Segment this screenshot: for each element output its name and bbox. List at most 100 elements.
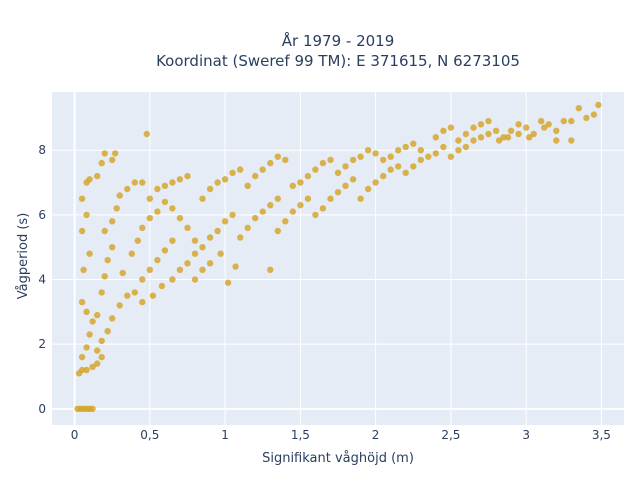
y-tick-label: 2 (38, 337, 46, 351)
data-point (98, 159, 105, 167)
data-point (538, 117, 545, 125)
data-point (113, 205, 120, 212)
data-point (124, 292, 131, 299)
data-point (104, 328, 111, 335)
data-point (372, 179, 379, 186)
y-tick-label: 0 (38, 402, 46, 416)
data-point (267, 159, 274, 167)
data-point (372, 150, 379, 157)
data-point (78, 298, 86, 306)
data-point (232, 263, 239, 270)
data-point (553, 127, 560, 134)
data-point (349, 176, 357, 183)
data-point (176, 214, 184, 222)
data-point (128, 250, 135, 257)
data-point (154, 256, 161, 264)
data-point (109, 315, 116, 322)
y-tick-label: 4 (38, 273, 46, 287)
data-point (169, 205, 176, 212)
data-point (83, 366, 90, 374)
data-point (282, 156, 289, 164)
data-point (402, 143, 409, 151)
data-point (541, 124, 548, 131)
data-point (184, 172, 191, 180)
data-point (86, 250, 93, 257)
data-point (492, 127, 500, 134)
data-point (364, 185, 372, 193)
x-axis-title: Signifikant våghöjd (m) (262, 451, 414, 466)
data-point (206, 185, 214, 193)
y-tick-label: 8 (38, 143, 46, 157)
data-point (500, 134, 507, 141)
data-point (139, 179, 146, 186)
data-point (149, 292, 157, 299)
data-point (94, 347, 101, 354)
data-point (447, 124, 455, 131)
data-point (191, 250, 199, 257)
data-point (101, 273, 108, 280)
data-point (515, 130, 522, 138)
data-point (425, 153, 432, 160)
data-point (78, 366, 86, 374)
data-point (470, 124, 477, 131)
data-point (131, 289, 138, 296)
data-point (334, 169, 342, 176)
data-point (244, 182, 251, 189)
data-point (342, 163, 349, 170)
data-point (357, 195, 364, 202)
data-point (447, 153, 455, 160)
data-point (94, 311, 101, 319)
data-point (274, 227, 281, 235)
data-point (176, 176, 184, 183)
data-point (432, 150, 439, 157)
data-point (104, 256, 111, 264)
data-point (568, 117, 575, 125)
data-point (387, 166, 394, 173)
data-point (191, 237, 199, 244)
data-point (139, 224, 146, 231)
data-point (523, 124, 530, 131)
x-tick-label: 3 (522, 428, 530, 442)
data-point (410, 140, 417, 147)
data-point (380, 156, 387, 164)
data-points (74, 101, 602, 412)
data-point (221, 218, 229, 225)
data-point (526, 134, 533, 141)
data-point (267, 266, 274, 273)
data-point (387, 153, 394, 160)
data-point (259, 208, 266, 215)
data-point (109, 156, 116, 164)
data-point (327, 156, 334, 164)
data-point (124, 185, 131, 193)
data-point (274, 195, 281, 202)
data-point (259, 166, 266, 173)
data-point (98, 337, 105, 345)
data-point (214, 227, 221, 235)
data-point (221, 176, 229, 183)
data-point (176, 266, 184, 273)
data-point (169, 179, 176, 186)
data-point (349, 156, 357, 164)
data-point (312, 166, 319, 173)
data-point (417, 147, 424, 154)
data-point (169, 237, 176, 244)
data-point (595, 101, 602, 109)
data-point (477, 121, 485, 128)
data-point (380, 172, 387, 180)
data-point (229, 211, 236, 219)
x-tick-label: 2,5 (441, 428, 460, 442)
data-point (109, 244, 116, 251)
data-point (319, 159, 327, 167)
data-point (244, 224, 251, 231)
data-point (410, 163, 417, 170)
data-point (78, 227, 86, 235)
data-point (134, 237, 141, 244)
data-point (252, 214, 259, 222)
data-point (462, 143, 470, 151)
data-point (101, 227, 108, 235)
data-point (78, 195, 86, 202)
data-point (583, 114, 590, 122)
data-point (116, 192, 123, 199)
data-point (146, 195, 153, 202)
